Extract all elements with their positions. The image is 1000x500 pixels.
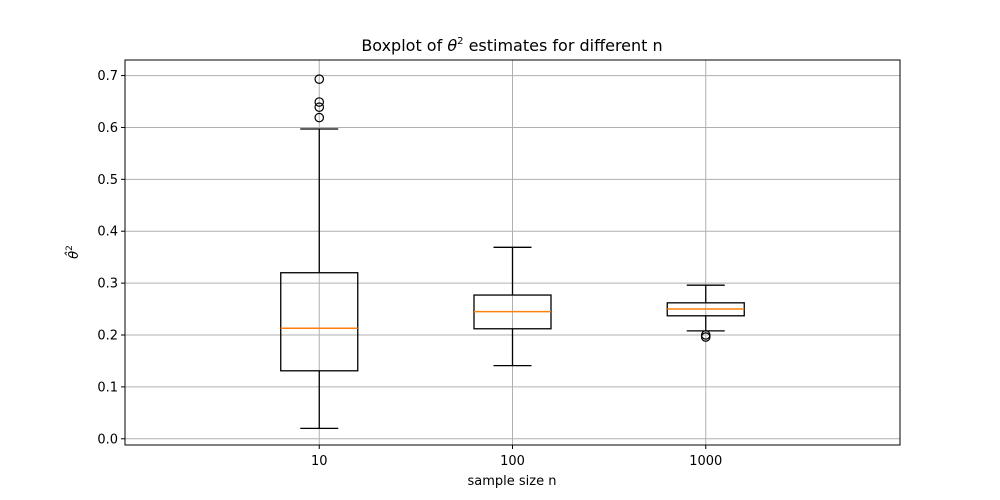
grid — [125, 60, 900, 445]
outlier-point — [314, 102, 325, 113]
x-tick-label: 10 — [311, 454, 328, 469]
y-tick-label: 0.6 — [97, 121, 118, 136]
outlier-point — [700, 330, 711, 340]
x-tick-label: 100 — [500, 454, 525, 469]
iqr-box — [280, 272, 359, 372]
x-axis-ticks: 10 100 1000 — [311, 445, 722, 469]
y-tick-label: 0.0 — [97, 432, 118, 447]
outlier-point — [314, 97, 325, 107]
x-axis-label: sample size n — [468, 474, 557, 489]
box-100 — [473, 246, 552, 367]
y-axis-label: θ̂2 — [65, 245, 82, 259]
y-tick-label: 0.1 — [97, 380, 118, 395]
y-tick-label: 0.2 — [97, 329, 118, 344]
boxes — [280, 74, 745, 430]
y-tick-label: 0.4 — [97, 225, 118, 240]
y-tick-label: 0.3 — [97, 277, 118, 292]
y-tick-label: 0.5 — [97, 173, 118, 188]
box-10 — [280, 74, 359, 430]
plot-frame — [124, 59, 901, 446]
y-tick-label: 0.7 — [97, 69, 118, 84]
y-axis-ticks: 0.0 0.1 0.2 0.3 0.4 0.5 0.6 0.7 — [97, 69, 125, 447]
box-1000 — [666, 284, 745, 342]
chart-title: Boxplot of θ2 estimates for different n — [361, 36, 662, 55]
x-tick-label: 1000 — [689, 454, 722, 469]
outlier-point — [314, 74, 325, 84]
outlier-point — [314, 112, 325, 123]
